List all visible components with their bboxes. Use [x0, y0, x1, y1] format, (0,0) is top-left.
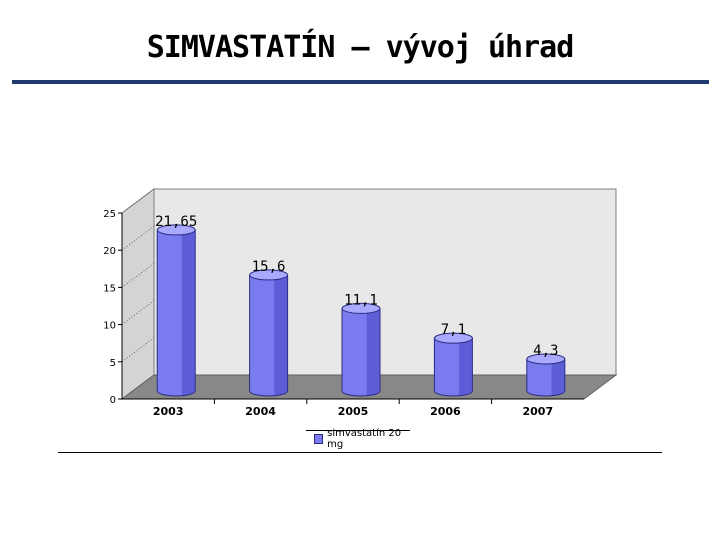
x-tick-label: 2006: [430, 405, 461, 418]
bar-top: [341, 302, 381, 314]
y-tick-label: 20: [103, 246, 116, 257]
legend-swatch: [314, 434, 324, 444]
bar-top: [249, 269, 289, 281]
bar: [341, 307, 381, 397]
y-gridline: [121, 337, 155, 363]
bar: [526, 358, 566, 397]
x-tick-label: 2007: [522, 405, 553, 418]
bar: [433, 337, 473, 397]
y-tick-label: 10: [103, 321, 116, 332]
bar-top: [526, 353, 566, 365]
bar-top: [433, 332, 473, 344]
x-tick-label: 2005: [338, 405, 369, 418]
data-label: 21,65: [155, 214, 197, 230]
data-label: 11,1: [344, 292, 378, 308]
y-gridline: [121, 262, 155, 288]
bottom-divider: [58, 452, 662, 453]
y-gridline: [121, 188, 155, 214]
legend-label: simvastatín 20 mg: [327, 428, 402, 450]
y-tick-label: 0: [110, 395, 116, 406]
title-divider: [12, 80, 709, 84]
bar-shade: [274, 274, 288, 396]
x-tick-label: 2004: [245, 405, 276, 418]
data-label: 4,3: [533, 343, 558, 359]
bar-shade: [459, 338, 473, 396]
bar-shade: [366, 308, 380, 396]
data-label: 15,6: [252, 259, 286, 275]
y-tick-label: 5: [110, 358, 116, 369]
chart-legend: simvastatín 20 mg: [306, 428, 410, 450]
bar: [156, 229, 196, 397]
bar-shade: [551, 359, 565, 396]
bar-shade: [181, 229, 196, 396]
y-tick-label: 25: [103, 209, 116, 220]
chart-side-wall: [121, 188, 155, 400]
x-tick-label: 2003: [153, 405, 184, 418]
data-label: 7,1: [441, 322, 466, 338]
y-gridline: [121, 300, 155, 326]
y-tick-label: 15: [103, 283, 116, 294]
page-title: SIMVASTATÍN – vývoj úhrad: [146, 30, 575, 65]
bar-top: [156, 224, 196, 236]
y-gridline: [121, 225, 155, 251]
bar: [249, 274, 289, 397]
